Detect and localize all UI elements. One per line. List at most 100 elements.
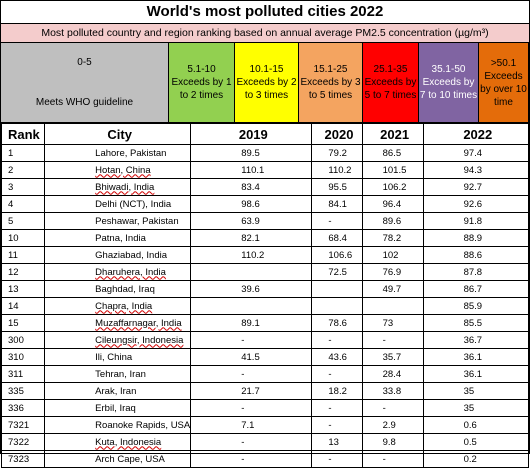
cell-y2019 xyxy=(190,297,313,315)
cell-city: Roanoke Rapids, USA xyxy=(44,416,192,434)
cell-y2019: 41.5 xyxy=(190,348,313,366)
legend-who-label: Meets WHO guideline xyxy=(35,96,134,108)
cell-y2022: 88.9 xyxy=(422,229,530,247)
cell-y2020 xyxy=(311,280,363,298)
cell-city: Ili, China xyxy=(44,348,192,366)
cell-rank: 7322 xyxy=(0,433,46,451)
cell-city: Dharuhera, India xyxy=(44,263,192,281)
cell-city: Baghdad, Iraq xyxy=(44,280,192,298)
cell-rank: 13 xyxy=(0,280,46,298)
cell-rank: 11 xyxy=(0,246,46,264)
table-row: 2 Hotan, China 110.1 110.2 101.5 94.3 xyxy=(0,161,530,179)
cell-y2020: 68.4 xyxy=(311,229,363,247)
cell-y2022: 85.5 xyxy=(422,314,530,332)
cell-y2020: 18.2 xyxy=(311,382,363,400)
cell-y2021: 106.2 xyxy=(361,178,424,196)
legend-who: 0-5 Meets WHO guideline xyxy=(1,43,169,123)
cell-rank: 14 xyxy=(0,297,46,315)
cell-y2019: - xyxy=(190,365,313,383)
cell-rank: 2 xyxy=(0,161,46,179)
cell-city: Bhiwadi, India xyxy=(44,178,192,196)
table-row: 310 Ili, China 41.5 43.6 35.7 36.1 xyxy=(0,348,530,366)
page-title: World's most polluted cities 2022 xyxy=(1,1,529,24)
cell-rank: 5 xyxy=(0,212,46,230)
table-row: 14 Chapra, India 85.9 xyxy=(0,297,530,315)
cell-y2021 xyxy=(361,297,424,315)
cell-y2021: - xyxy=(361,331,424,349)
cell-y2021: 96.4 xyxy=(361,195,424,213)
cell-city: Patna, India xyxy=(44,229,192,247)
cell-y2021: 101.5 xyxy=(361,161,424,179)
legend-cell: 15.1-25 Exceeds by 3 to 5 times xyxy=(299,43,363,123)
cell-y2020: 84.1 xyxy=(311,195,363,213)
table-row: 12 Dharuhera, India 72.5 76.9 87.8 xyxy=(0,263,530,281)
table-row: 7322 Kuta, Indonesia -13 9.8 0.5 xyxy=(0,433,530,451)
legend-cell: 5.1-10 Exceeds by 1 to 2 times xyxy=(169,43,235,123)
cell-y2021: 28.4 xyxy=(361,365,424,383)
cell-y2022: 91.8 xyxy=(422,212,530,230)
cell-y2022: 35 xyxy=(422,382,530,400)
cell-y2019: 83.4 xyxy=(190,178,313,196)
cell-y2021: - xyxy=(361,399,424,417)
cell-y2021: 9.8 xyxy=(361,433,424,451)
cell-y2022: 88.6 xyxy=(422,246,530,264)
cell-rank: 10 xyxy=(0,229,46,247)
cell-y2019: - xyxy=(190,450,313,468)
cell-city: Chapra, India xyxy=(44,297,192,315)
cell-rank: 7323 xyxy=(0,450,46,468)
cell-rank: 4 xyxy=(0,195,46,213)
cell-y2022: 0.5 xyxy=(422,433,530,451)
cell-y2020: 106.6 xyxy=(311,246,363,264)
cell-rank: 310 xyxy=(0,348,46,366)
cell-y2022: 0.6 xyxy=(422,416,530,434)
cell-city: Lahore, Pakistan xyxy=(44,144,192,162)
cell-city: Tehran, Iran xyxy=(44,365,192,383)
table-row: 7321 Roanoke Rapids, USA 7.1-2.9 0.6 xyxy=(0,416,530,434)
cell-y2019: 7.1 xyxy=(190,416,313,434)
cell-city: Arch Cape, USA xyxy=(44,450,192,468)
cell-y2021: 89.6 xyxy=(361,212,424,230)
cell-y2019: - xyxy=(190,399,313,417)
cell-y2021: 78.2 xyxy=(361,229,424,247)
cell-y2019: 98.6 xyxy=(190,195,313,213)
cell-y2021: 2.9 xyxy=(361,416,424,434)
cell-y2020: 79.2 xyxy=(311,144,363,162)
header-2019: 2019 xyxy=(190,123,313,145)
cell-y2019 xyxy=(190,263,313,281)
page-subtitle: Most polluted country and region ranking… xyxy=(1,24,529,43)
cell-city: Muzaffarnagar, India xyxy=(44,314,192,332)
cell-y2019: 110.2 xyxy=(190,246,313,264)
cell-y2019: 82.1 xyxy=(190,229,313,247)
cell-rank: 335 xyxy=(0,382,46,400)
cell-city: Cileungsir, Indonesia xyxy=(44,331,192,349)
cell-y2019: 89.5 xyxy=(190,144,313,162)
cell-city: Arak, Iran xyxy=(44,382,192,400)
cell-y2020: - xyxy=(311,450,363,468)
table-row: 15 Muzaffarnagar, India 89.1 78.6 73 85.5 xyxy=(0,314,530,332)
table-row: 10 Patna, India 82.1 68.4 78.2 88.9 xyxy=(0,229,530,247)
cell-y2022: 0.2 xyxy=(422,450,530,468)
table-row: 5 Peshawar, Pakistan 63.9-89.6 91.8 xyxy=(0,212,530,230)
cell-y2020: - xyxy=(311,416,363,434)
cell-y2020: 110.2 xyxy=(311,161,363,179)
cell-rank: 12 xyxy=(0,263,46,281)
cell-y2022: 97.4 xyxy=(422,144,530,162)
cell-y2022: 92.7 xyxy=(422,178,530,196)
cell-y2022: 87.8 xyxy=(422,263,530,281)
cell-rank: 1 xyxy=(0,144,46,162)
cell-y2022: 36.1 xyxy=(422,348,530,366)
cell-y2022: 35 xyxy=(422,399,530,417)
table-row: 13 Baghdad, Iraq 39.6 49.7 86.7 xyxy=(0,280,530,298)
cell-y2021: - xyxy=(361,450,424,468)
cell-y2019: 110.1 xyxy=(190,161,313,179)
cell-y2019: 39.6 xyxy=(190,280,313,298)
cell-y2021: 33.8 xyxy=(361,382,424,400)
cell-y2020: - xyxy=(311,399,363,417)
cell-y2019: 89.1 xyxy=(190,314,313,332)
table-row: 1 Lahore, Pakistan 89.5 79.2 86.5 97.4 xyxy=(0,144,530,162)
cell-city: Erbil, Iraq xyxy=(44,399,192,417)
table-row: 300 Cileungsir, Indonesia - - -36.7 xyxy=(0,331,530,349)
legend-cell: 35.1-50 Exceeds by 7 to 10 times xyxy=(419,43,479,123)
cell-city: Delhi (NCT), India xyxy=(44,195,192,213)
cell-y2019: 21.7 xyxy=(190,382,313,400)
